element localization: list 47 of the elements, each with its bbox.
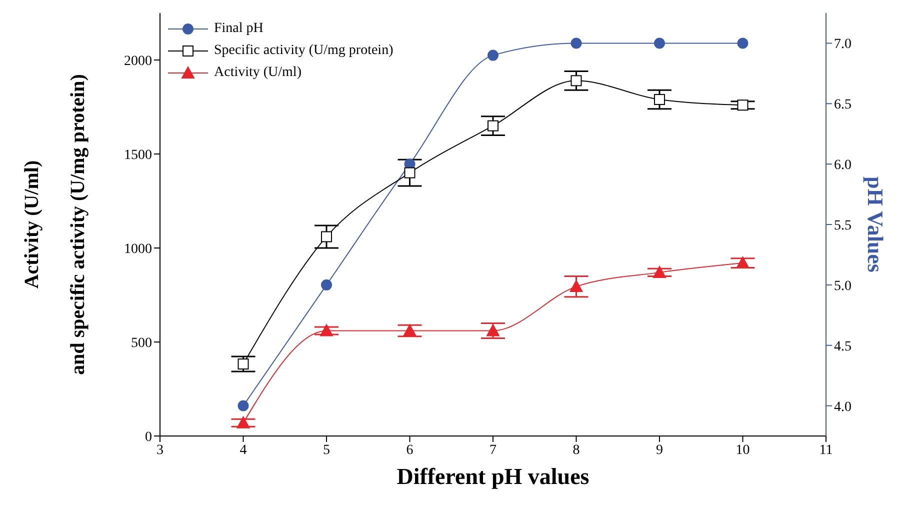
y-tick-label: 1500 <box>124 148 152 163</box>
point <box>238 358 249 370</box>
point <box>654 94 665 105</box>
point <box>488 50 498 61</box>
y2-tick-label: 4.0 <box>834 400 852 415</box>
point <box>236 416 250 428</box>
y2-tick-label: 4.5 <box>834 339 852 354</box>
x-tick-label: 9 <box>656 442 663 458</box>
y2-axis-title: pH Values <box>863 176 888 273</box>
legend-label: Activity (U/ml) <box>214 64 302 82</box>
y2-tick-label: 5.5 <box>834 218 852 234</box>
point <box>486 324 500 336</box>
x-tick-label: 6 <box>406 442 414 458</box>
y-tick-label: 0 <box>145 430 152 445</box>
y-tick-label: 2000 <box>124 54 152 69</box>
point <box>737 38 748 49</box>
text: Activity (U/ml) and specific activity (U/mg protein) <box>21 74 89 375</box>
point <box>653 266 666 278</box>
x-tick-label: 4 <box>240 442 247 458</box>
point <box>404 167 416 178</box>
point <box>654 38 665 49</box>
point <box>736 256 750 269</box>
point <box>737 100 748 111</box>
y2-tick-label: 6.5 <box>834 98 852 113</box>
point <box>403 324 416 336</box>
x-tick-label: 8 <box>572 442 580 458</box>
y2-tick-label: 6.0 <box>834 158 852 174</box>
y2-tick-label: 7.0 <box>834 37 852 52</box>
x-tick-label: 10 <box>736 442 750 458</box>
point <box>570 75 582 86</box>
y-tick-label: 1000 <box>124 242 152 257</box>
point <box>570 280 583 292</box>
x-tick-label: 7 <box>490 442 496 458</box>
point <box>321 279 332 290</box>
point <box>238 400 249 412</box>
x-axis-title: Different pH values <box>396 464 590 489</box>
legend-label: Final pH <box>214 20 264 38</box>
x-tick-label: 3 <box>156 442 164 458</box>
point <box>570 38 582 49</box>
y-tick-label: 500 <box>131 336 152 351</box>
x-tick-label: 11 <box>819 442 833 458</box>
x-tick-label: 5 <box>323 442 330 458</box>
point <box>321 231 332 242</box>
legend-label: Specific activity (U/mg protein) <box>214 42 394 60</box>
point <box>320 324 333 336</box>
y2-tick-label: 5.0 <box>834 278 852 294</box>
point <box>488 120 498 132</box>
